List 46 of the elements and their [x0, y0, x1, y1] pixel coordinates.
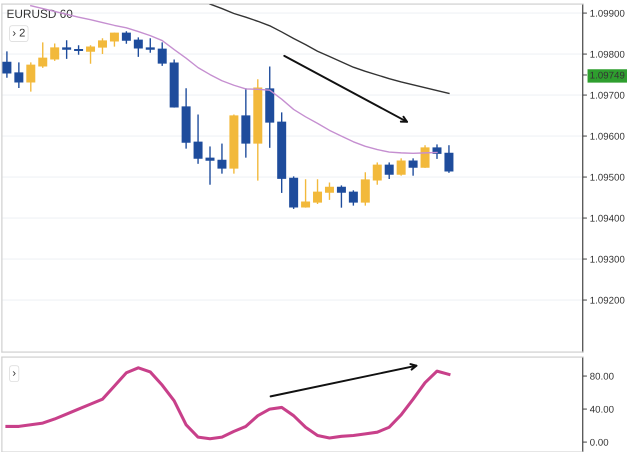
- y-tick-label: 1.09700: [590, 92, 624, 99]
- annotation: › 2: [12, 28, 25, 36]
- candlestick: [384, 162, 394, 179]
- candlestick: [217, 144, 226, 174]
- candlestick: [14, 62, 24, 88]
- candlestick: [134, 37, 143, 57]
- y-tick-label: 1.09200: [590, 296, 624, 304]
- y-tick-label: 1.09300: [590, 256, 624, 263]
- y-tick-label: 1.09500: [590, 174, 624, 181]
- annotation: ›: [12, 371, 16, 376]
- candlestick: [38, 42, 48, 68]
- line-series: [5, 366, 450, 440]
- candlestick: [194, 114, 203, 164]
- y-tick-label: 0.00: [590, 438, 608, 446]
- candlestick: [313, 179, 322, 204]
- candlestick: [62, 40, 72, 59]
- candlestick: [110, 32, 119, 47]
- candlestick: [50, 44, 60, 61]
- candlestick: [396, 158, 406, 176]
- candlestick: [444, 145, 454, 173]
- candlestick: [420, 145, 430, 168]
- candlestick: [26, 62, 36, 92]
- y-tick-label: 40.00: [590, 406, 614, 413]
- candlestick: [98, 38, 107, 54]
- y-tick-label: 1.09900: [590, 10, 624, 17]
- line-series: [209, 4, 450, 94]
- y-tick-label: 80.00: [590, 372, 614, 380]
- candlestick: [206, 146, 215, 185]
- candlestick: [2, 51, 12, 78]
- candlestick: [122, 31, 131, 44]
- candlestick: [324, 182, 334, 200]
- y-tick-label: 1.09600: [590, 132, 624, 140]
- candlestick: [336, 185, 346, 208]
- candlestick: [158, 42, 167, 66]
- y-tick-label: 1.09749: [590, 72, 624, 79]
- candlestick: [372, 162, 382, 185]
- candlestick: [432, 144, 442, 159]
- y-tick-label: 1.09800: [590, 50, 624, 58]
- candlestick: [74, 45, 84, 55]
- candlestick: [86, 45, 96, 64]
- candlestick: [408, 158, 418, 176]
- candlestick: [146, 38, 155, 53]
- y-tick-label: 1.09400: [590, 214, 624, 222]
- candlestick: [348, 190, 358, 206]
- candlestick: [301, 179, 310, 208]
- candlestick: [360, 172, 370, 206]
